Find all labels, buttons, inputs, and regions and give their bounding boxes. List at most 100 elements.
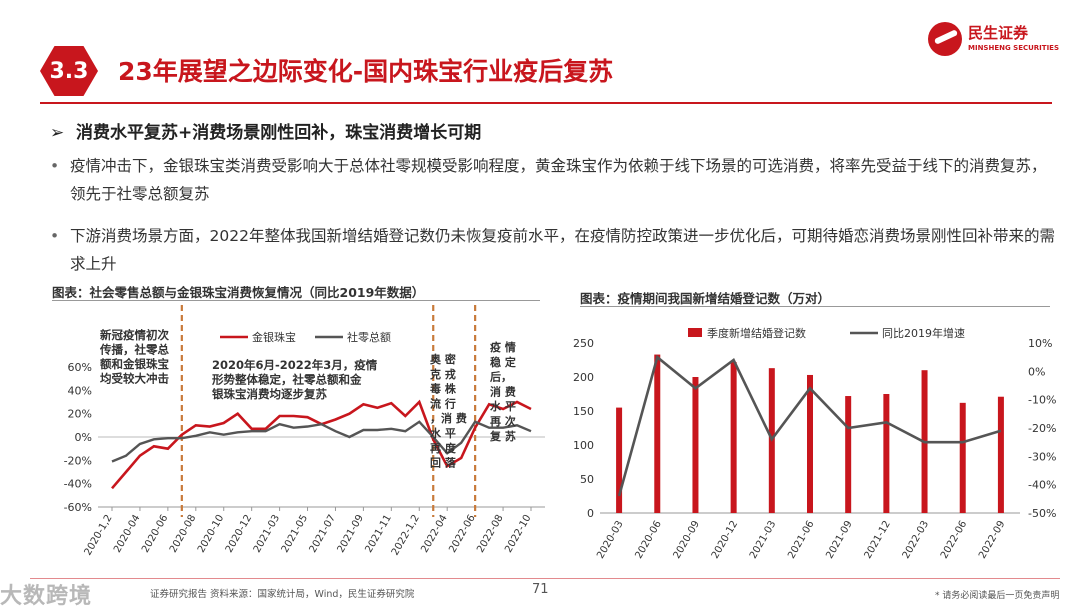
watermark: 大数跨境 [0,584,93,609]
x-tick-label: 2021-07 [308,513,338,555]
legend-label: 金银珠宝 [252,330,296,344]
page-title: 23年展望之边际变化-国内珠宝行业疫后复苏 [118,57,614,86]
chart1-title: 图表：社会零售总额与金银珠宝消费恢复情况（同比2019年数据） [52,285,425,300]
x-tick-label: 2020-03 [595,519,625,561]
brand-logo: 民生证券 MINSHENG SECURITIES [928,20,1059,60]
right-y-tick-label: 10% [1028,337,1052,350]
bullet-dot-icon: • [50,157,60,175]
bar-marriage-registrations [616,407,623,513]
x-tick-label: 2021-03 [252,513,282,555]
right-y-tick-label: -40% [1028,479,1056,492]
bar-marriage-registrations [997,396,1004,513]
bar-marriage-registrations [959,402,966,513]
bullet-item: • 下游消费场景方面，2022年整体我国新增结婚登记数仍未恢复疫前水平，在疫情防… [50,222,1060,278]
section-number-badge: 3.3 [40,46,98,96]
x-tick-label: 2021-12 [863,519,893,561]
annotation-text: 水 平 [490,399,516,413]
annotation-text: 回 落 [430,456,457,470]
x-tick-label: 2022-03 [901,519,931,561]
disclaimer: * 请务必阅读最后一页免责声明 [935,591,1060,601]
brand-name-en: MINSHENG SECURITIES [968,44,1059,52]
bullet-text: 下游消费场景方面，2022年整体我国新增结婚登记数仍未恢复疫前水平，在疫情防控政… [70,227,1055,273]
x-tick-label: 2022-06 [939,519,969,561]
annotation-text: 克 戎 [430,367,456,381]
right-y-tick-label: -10% [1028,394,1056,407]
bar-marriage-registrations [807,374,813,513]
bar-marriage-registrations [730,362,737,513]
y-tick-label: 60% [68,361,92,374]
bar-marriage-registrations [883,394,890,513]
x-tick-label: 2020-10 [196,513,226,555]
x-tick-label: 2022-06 [447,513,477,555]
annotation-text: 疫 情 [490,340,516,354]
bullet-dot-icon: • [50,227,60,245]
left-y-tick-label: 0 [587,507,594,520]
x-tick-label: 2021-09 [824,519,854,561]
bullet-item: • 疫情冲击下，金银珠宝类消费受影响大于总体社零规模受影响程度，黄金珠宝作为依赖… [50,152,1060,208]
page-number: 71 [532,582,549,597]
annotation-text: 奥 密 [429,352,456,366]
bar-marriage-registrations [845,396,852,513]
y-tick-label: -40% [64,478,92,491]
legend-label: 同比2019年增速 [882,326,965,340]
y-tick-label: 0% [75,431,92,444]
y-tick-label: -60% [64,501,92,514]
x-tick-label: 2020-09 [672,519,702,561]
annotation-text: 流 行 [430,396,456,410]
series-line-retail [111,420,532,463]
chart2-title-rule [580,306,1050,307]
arrow-bullet-icon: ➢ [50,123,65,143]
x-tick-label: 2021-03 [748,519,778,561]
bar-marriage-registrations [654,354,661,513]
annotation-text: 银珠宝消费均逐步复苏 [212,387,327,401]
marriage-registration-chart: 0 50 100 150 200 250 -50% -40% -30% -20% -10% 0% 10%… [573,326,1056,561]
x-tick-label: 2021-05 [280,513,310,555]
right-y-tick-label: -30% [1028,450,1056,463]
left-y-tick-label: 250 [573,337,594,350]
bullet-text: 疫情冲击下，金银珠宝类消费受影响大于总体社零规模受影响程度，黄金珠宝作为依赖于线… [70,157,1047,203]
x-tick-label: 2020-08 [168,513,198,555]
x-tick-label: 2022-1,2 [390,513,422,557]
x-tick-label: 2020-04 [112,513,142,555]
annotation-text: ，消 费 [430,411,467,425]
x-tick-label: 2021-11 [364,513,394,555]
annotation-text: 水 平 [430,426,456,440]
x-tick-label: 2022-09 [977,519,1007,561]
legend-swatch [688,328,702,337]
subheading-text: 消费水平复苏+消费场景刚性回补，珠宝消费增长可期 [76,123,482,143]
title-divider [40,102,1052,104]
annotation-text: 稳 定 [490,355,516,369]
series-line-yoy-growth [617,354,1002,497]
x-tick-label: 2022-08 [475,513,505,555]
x-tick-label: 2021-09 [336,513,366,555]
annotation-text: 后， [490,370,512,384]
annotation-text: 额和金银珠宝 [100,357,169,371]
annotation-text: 传播，社零总 [99,343,169,357]
annotation-text: 新冠疫情初次 [100,328,169,342]
subheading: ➢ 消费水平复苏+消费场景刚性回补，珠宝消费增长可期 [50,118,481,143]
annotation-text: 复 苏 [489,429,516,443]
right-y-tick-label: -50% [1028,507,1056,520]
bar-marriage-registrations [692,377,699,513]
y-tick-label: 20% [68,408,92,421]
series-line-jewelry [111,399,532,490]
left-y-tick-label: 200 [573,371,594,384]
footer-divider [30,578,1060,579]
x-tick-label: 2021-06 [786,519,816,561]
chart1-title-rule [52,300,540,301]
right-y-tick-label: -20% [1028,422,1056,435]
x-tick-label: 2022-04 [419,513,449,555]
x-tick-label: 2022-10 [503,513,533,555]
chart2-title: 图表：疫情期间我国新增结婚登记数（万对） [580,291,831,306]
legend-label: 季度新增结婚登记数 [707,326,806,340]
right-y-tick-label: 0% [1028,365,1045,378]
annotation-text: 消 费 [490,384,516,398]
x-tick-label: 2020-12 [224,513,254,555]
brand-name-cn: 民生证券 [968,24,1029,42]
legend-label: 社零总额 [347,330,391,344]
retail-jewelry-recovery-chart: -60%-40%-20%0%20%40%60%2020-1,22020-0420… [64,305,545,557]
x-tick-label: 2020-12 [710,519,740,561]
x-tick-label: 2020-06 [633,519,663,561]
annotation-text: 形势整体稳定，社零总额和金 [212,373,362,387]
y-tick-label: -20% [64,454,92,467]
